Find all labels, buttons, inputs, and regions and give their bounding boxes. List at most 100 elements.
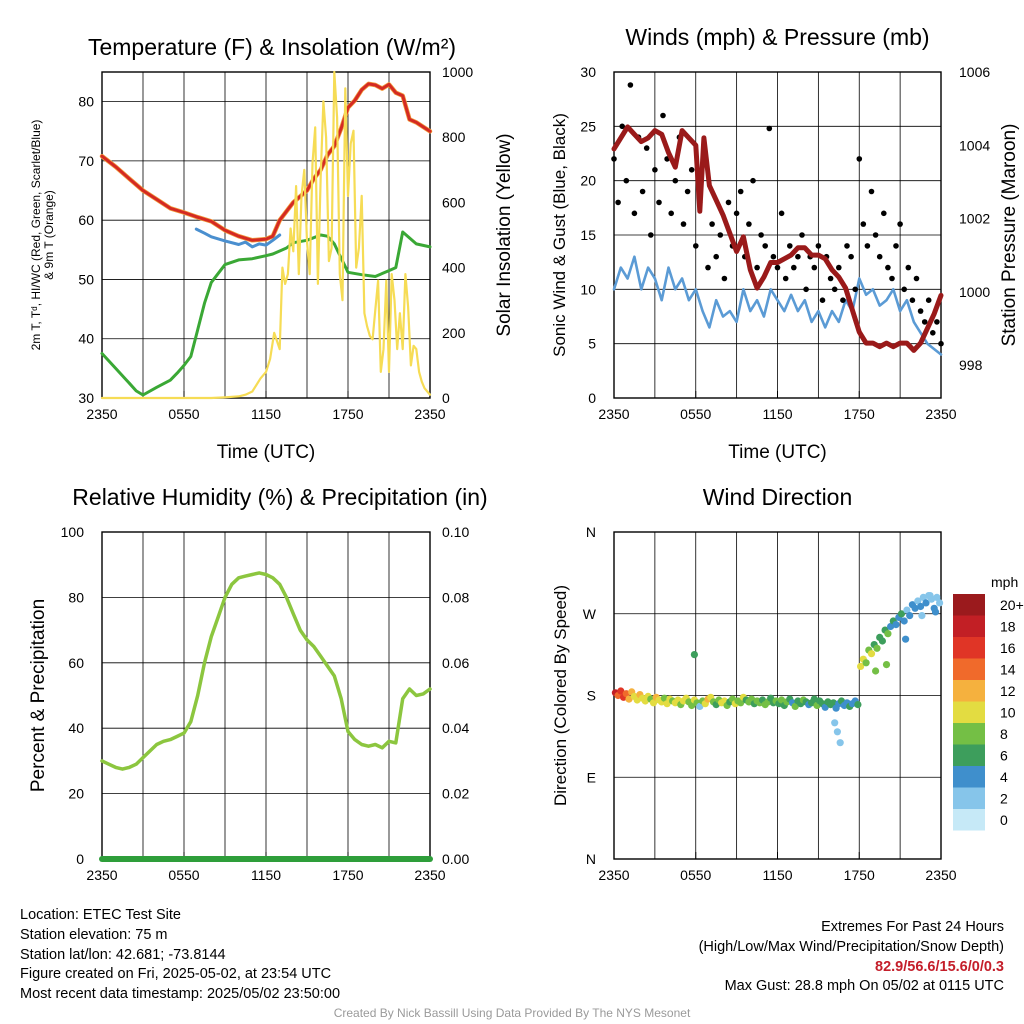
wind-x-axis-label: Time (UTC) — [728, 442, 827, 463]
wind-gust-point — [770, 253, 777, 260]
wind-gust-point — [815, 243, 822, 249]
rh-y-tick-label: 40 — [68, 720, 84, 736]
wdir-point — [906, 612, 914, 620]
wind-gust-point — [668, 210, 674, 217]
wind-gust-point — [774, 264, 781, 271]
wind-gust-point — [615, 199, 621, 206]
wind-y2-tick-label: 1006 — [959, 64, 990, 80]
rh-y-tick-label: 20 — [68, 786, 84, 802]
wdir-point — [878, 637, 887, 645]
speed-legend-label: 8 — [1000, 726, 1008, 742]
wind-gust-point — [619, 123, 625, 130]
wind-x-tick-label: 2350 — [598, 406, 629, 422]
wdir-point — [688, 701, 696, 710]
wind-gust-point — [840, 297, 846, 304]
wind-gust-point — [905, 264, 912, 271]
speed-legend-swatch — [953, 637, 985, 659]
wdir-point — [617, 687, 625, 695]
wind-y-tick-label: 25 — [580, 118, 596, 134]
station-elevation: Station elevation: 75 m — [20, 926, 168, 943]
wdir-y-axis-label: Direction (Colored By Speed) — [551, 585, 570, 806]
credit-line: Created By Nick Bassill Using Data Provi… — [333, 1006, 691, 1020]
rh-x-tick-label: 0550 — [168, 867, 199, 883]
wind-gust-point — [901, 286, 907, 293]
wind-gust-point — [754, 264, 760, 271]
wdir-point — [831, 719, 839, 727]
wdir-x-tick-label: 1150 — [762, 867, 792, 883]
wdir-point — [821, 703, 829, 711]
temp-series-solar — [100, 70, 432, 400]
temp-y-tick-label: 50 — [78, 271, 94, 287]
wdir-point — [873, 644, 881, 652]
temp-chart-title: Temperature (F) & Insolation (W/m²) — [88, 34, 456, 60]
rh-y2-tick-label: 0.00 — [442, 851, 469, 867]
wind-x-tick-label: 0550 — [680, 406, 711, 422]
rh-y-tick-label: 60 — [68, 655, 84, 671]
temp-y2-tick-label: 1000 — [442, 64, 473, 80]
wind-gust-point — [627, 82, 634, 88]
wdir-point — [882, 661, 891, 669]
wind-gust-point — [889, 275, 895, 282]
wdir-point — [887, 622, 895, 631]
rh-y2-tick-label: 0.10 — [442, 524, 469, 540]
wdir-point — [696, 702, 704, 711]
wdir-point — [854, 701, 862, 709]
wind-gust-point — [639, 188, 646, 195]
speed-legend-swatch — [953, 594, 985, 616]
wind-gust-point — [934, 319, 940, 325]
wdir-x-tick-label: 0550 — [680, 867, 711, 883]
wind-y-tick-label: 10 — [580, 281, 596, 297]
extremes-values: 82.9/56.6/15.6/0/0.3 — [875, 958, 1004, 975]
speed-legend-swatch — [953, 701, 985, 723]
wdir-point — [926, 592, 934, 600]
wdir-point — [902, 635, 910, 643]
wind-gust-point — [844, 243, 850, 249]
temp-y-tick-label: 30 — [78, 390, 94, 406]
wind-gust-point — [938, 340, 944, 347]
wind-gust-point — [717, 232, 724, 238]
speed-legend-label: 2 — [1000, 791, 1008, 807]
wind-y2-tick-label: 1000 — [959, 284, 990, 300]
speed-legend-label: 6 — [1000, 748, 1008, 764]
temp-y2-tick-label: 400 — [442, 260, 466, 276]
speed-legend-swatch — [953, 744, 985, 766]
wind-gust-point — [897, 221, 903, 227]
extremes-fields: (High/Low/Max Wind/Precipitation/Snow De… — [698, 938, 1004, 955]
wind-gust-point — [872, 232, 879, 238]
temp-series-wind_chill — [194, 227, 282, 249]
extremes-info: Extremes For Past 24 Hours (High/Low/Max… — [699, 918, 1004, 997]
wind-gust-point — [930, 330, 936, 336]
wind-gust-point — [921, 319, 928, 325]
temp-x-tick-label: 1150 — [251, 406, 281, 422]
wind-gust-point — [885, 264, 891, 271]
wind-gust-point — [848, 253, 854, 260]
wind-x-tick-label: 1750 — [844, 406, 875, 422]
wdir-x-tick-label: 2350 — [925, 867, 956, 883]
wdir-y-tick-label: E — [587, 769, 596, 785]
speed-legend-label: 14 — [1000, 662, 1016, 678]
speed-legend-swatch — [953, 723, 985, 745]
wind-gust-point — [811, 264, 818, 271]
wind-y-axis-label: Sonic Wind & Gust (Blue, Black) — [550, 113, 569, 357]
wind-y-tick-label: 0 — [588, 390, 596, 406]
speed-legend-swatch — [953, 766, 985, 788]
wdir-point — [933, 593, 941, 602]
wdir-y-tick-label: N — [586, 851, 596, 867]
wind-gust-point — [688, 167, 695, 173]
temp-x-tick-label: 0550 — [168, 406, 199, 422]
temp-y-tick-label: 60 — [78, 212, 94, 228]
wind-gust-point — [795, 253, 801, 260]
wdir-point — [922, 599, 930, 607]
rh-y2-tick-label: 0.04 — [442, 720, 469, 736]
wdir-point — [918, 612, 926, 620]
wdir-point — [914, 597, 922, 605]
wind-gust-point — [836, 264, 842, 271]
temp-y-axis-label: 2m T, Tᵈ, HI/WC (Red, Green, Scarlet/Blu… — [29, 120, 56, 351]
wind-y2-tick-label: 998 — [959, 357, 983, 373]
wdir-point — [931, 608, 940, 616]
wind-gust-point — [648, 232, 654, 238]
wdir-point — [857, 662, 865, 671]
wdir-point — [737, 699, 745, 707]
rh-y2-tick-label: 0.08 — [442, 589, 469, 605]
